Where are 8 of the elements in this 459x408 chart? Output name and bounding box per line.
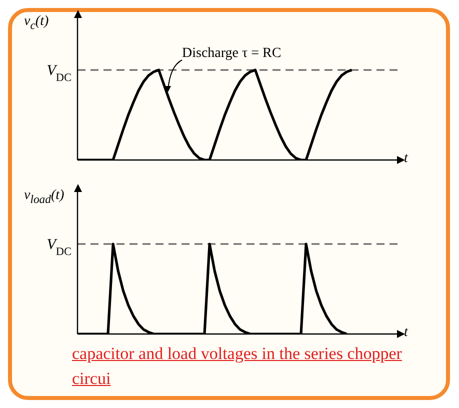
text: capacitor and load voltages in the series chopper circui [72, 343, 403, 390]
ref-line-label: V$_{DC}$ [46, 237, 72, 258]
ref-line-label: V$_{DC}$ [46, 63, 72, 84]
y-axis-title: v$_{c}$(t) [24, 14, 49, 32]
text: Discharge τ = RC [182, 46, 282, 62]
x-axis-title: t [404, 151, 408, 167]
x-axis-title: t [404, 325, 408, 341]
y-axis-title: v$_{load}$(t) [24, 188, 64, 206]
